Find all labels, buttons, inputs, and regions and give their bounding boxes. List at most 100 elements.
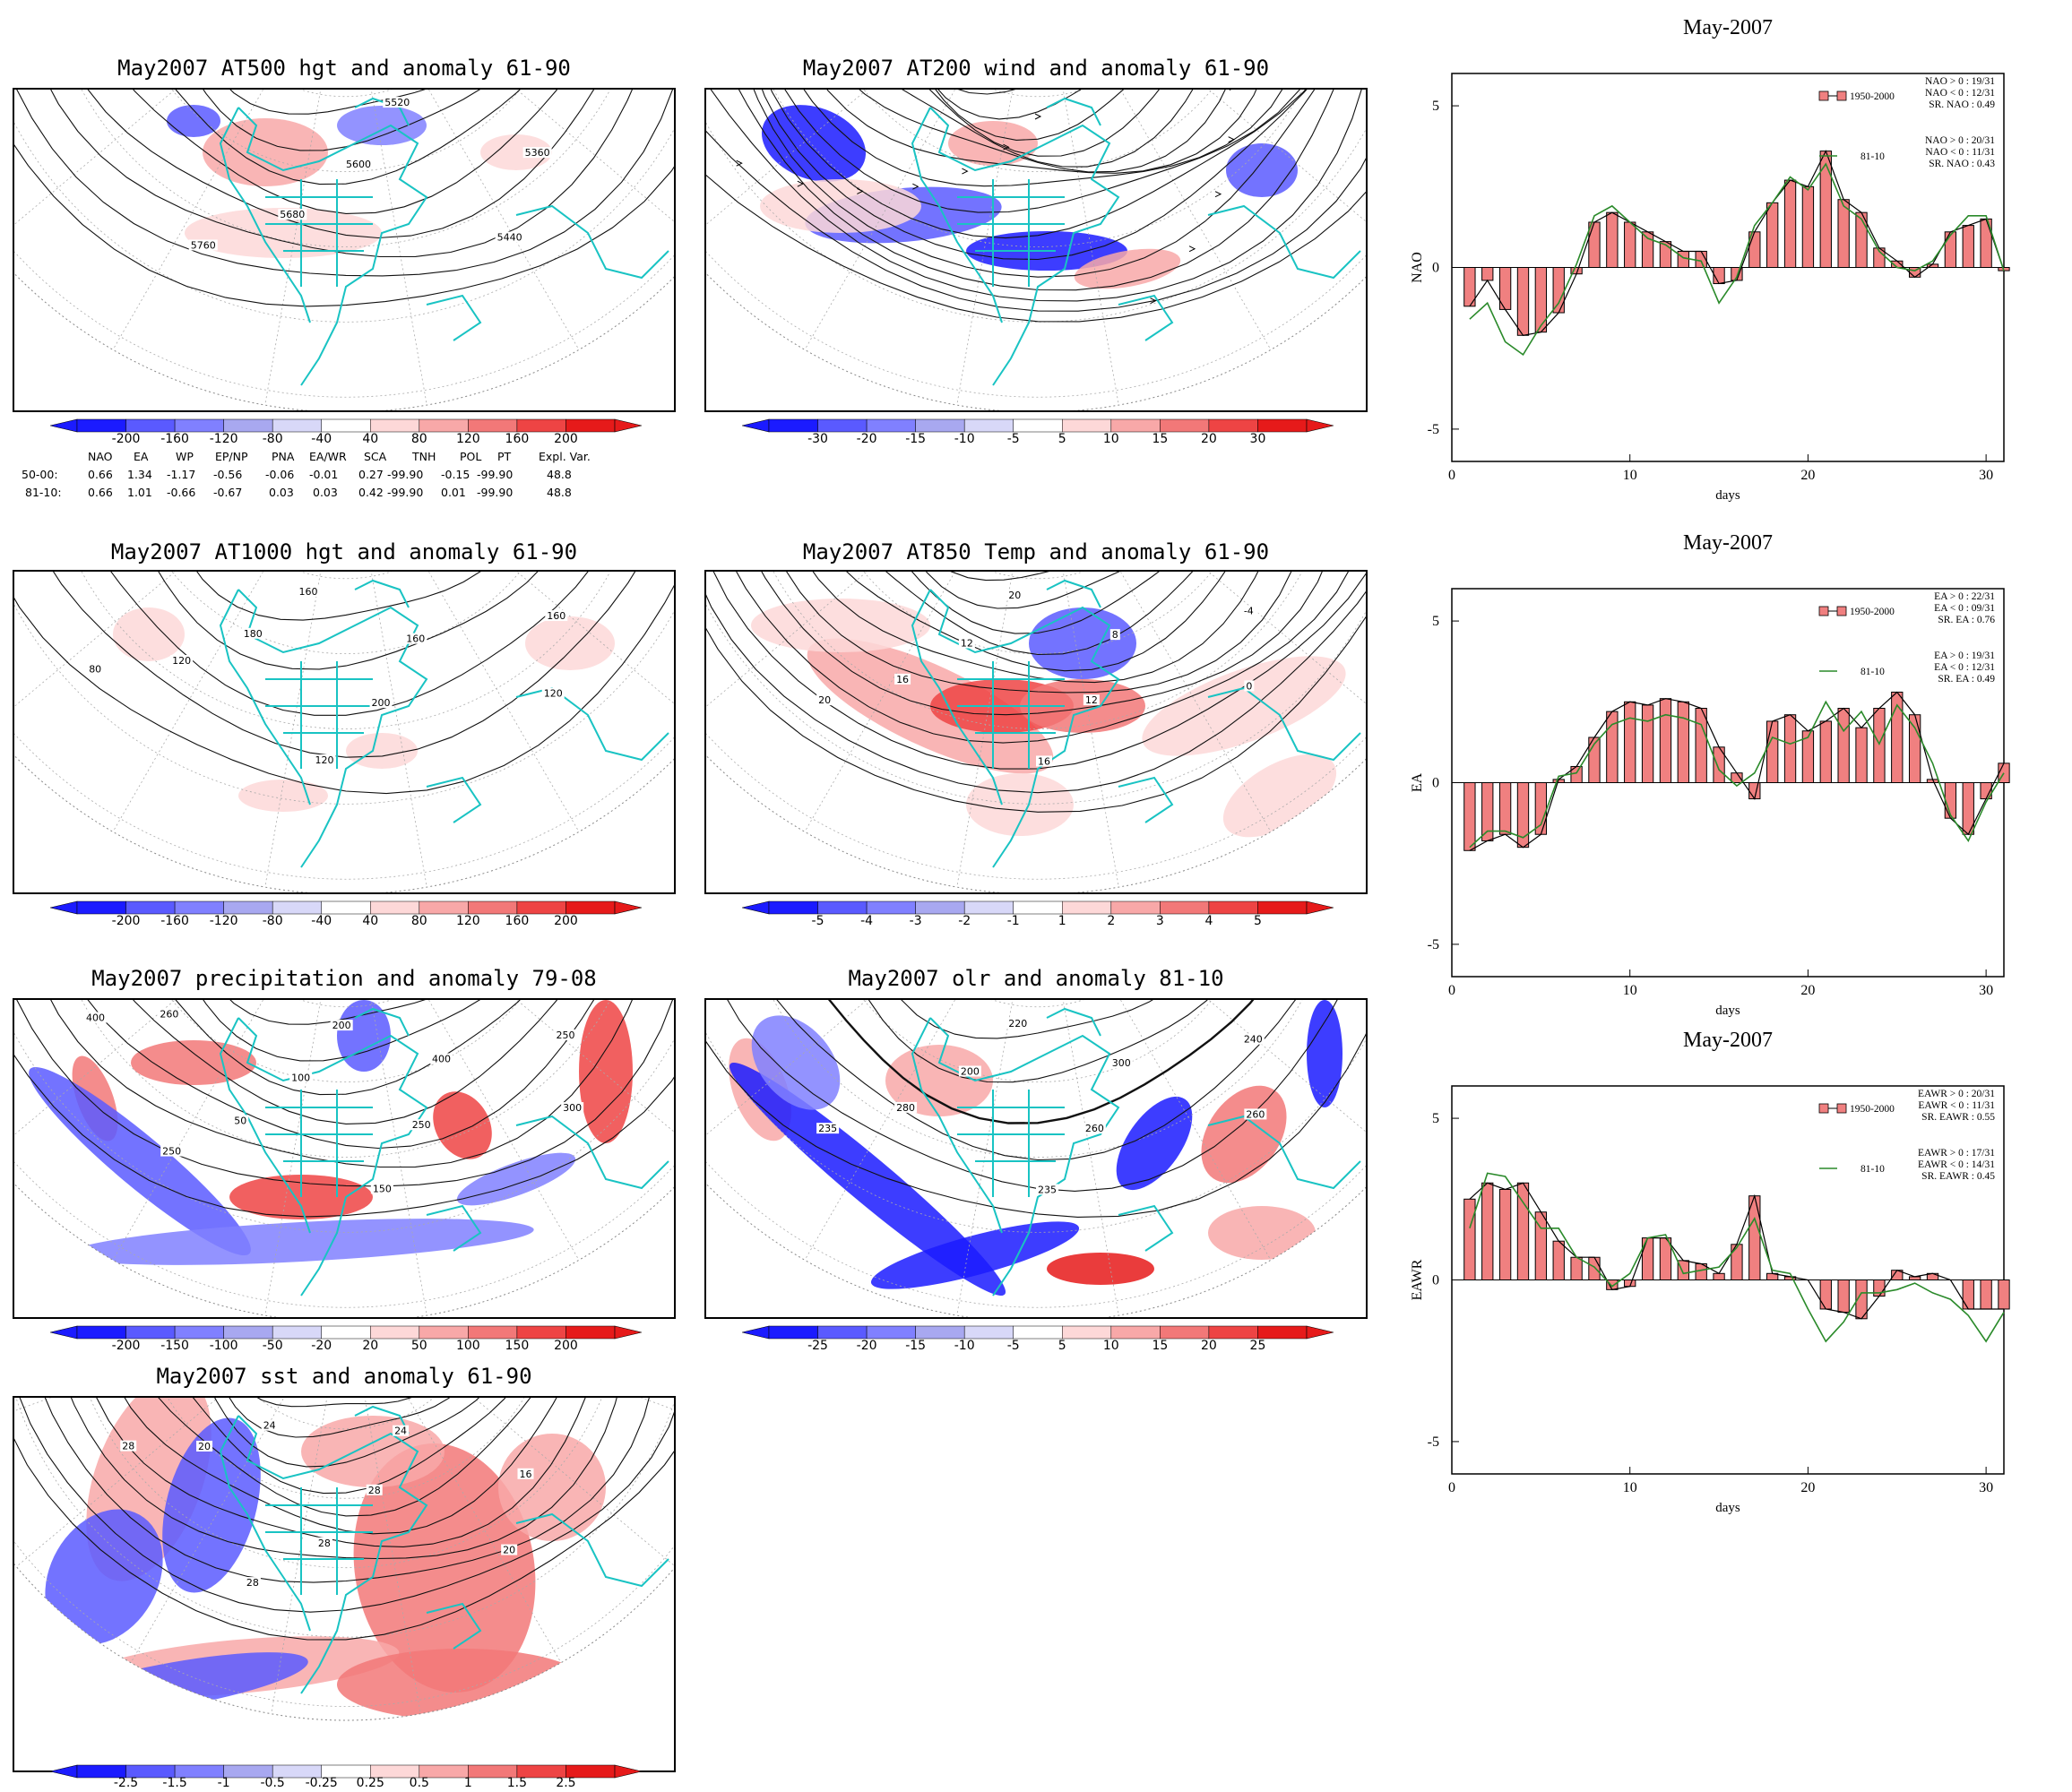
contour-label-bg bbox=[894, 1101, 918, 1113]
cbar-segment bbox=[565, 418, 616, 433]
colorbar-1000hgt-labels: -200 -160 -120 -80 -40 40 80 120 160 200 bbox=[50, 914, 642, 930]
anomaly-shading bbox=[131, 1040, 256, 1085]
legend-bar-swatch bbox=[1836, 1103, 1847, 1114]
teleconnection-index-table: NAO EA WP EP/NP PNA EA/WR SCA TNH POL PT… bbox=[13, 450, 676, 504]
contour-line bbox=[737, 90, 1366, 261]
contour-line bbox=[14, 1000, 674, 1187]
idx-row2-pol: 0.01 bbox=[441, 486, 466, 499]
longitude-line bbox=[804, 90, 1039, 350]
cbar-segment bbox=[272, 1325, 322, 1340]
legend-bar-swatch bbox=[1818, 1103, 1829, 1114]
contour-line bbox=[748, 90, 1357, 239]
contour-line bbox=[730, 1000, 1342, 1161]
contour-line bbox=[855, 90, 1224, 141]
coastline bbox=[237, 1017, 428, 1297]
contour-line bbox=[75, 90, 613, 214]
contour-label: 0 bbox=[1246, 680, 1252, 692]
cbar-segment bbox=[565, 1325, 616, 1340]
contour-label-bg bbox=[366, 1484, 383, 1495]
line-series bbox=[1469, 700, 2005, 849]
bar bbox=[1570, 1256, 1583, 1281]
contour-line bbox=[788, 572, 1282, 672]
cbar-tick-label: -160 bbox=[160, 432, 189, 446]
idx-row2-sca: 0.42 bbox=[358, 486, 384, 499]
ts-title: May-2007 bbox=[1683, 531, 1773, 555]
y-tick-label: -5 bbox=[1428, 937, 1439, 952]
idx-row1-eawr: -0.01 bbox=[309, 468, 339, 481]
y-tick-label: 5 bbox=[1432, 99, 1439, 114]
streamline-arrow bbox=[912, 183, 919, 190]
cbar-segment bbox=[866, 418, 916, 433]
bar bbox=[1713, 1272, 1725, 1280]
legend-bar-stat: NAO < 0 : 12/31 bbox=[1925, 88, 1995, 99]
contour-label-bg bbox=[369, 697, 393, 709]
map-500hgt-svg: 5360 5440 5520 5600 5680 5760 bbox=[14, 90, 674, 410]
line-series bbox=[1469, 162, 2005, 357]
idx-row1-sca: 0.27 bbox=[358, 468, 384, 481]
x-axis-label: days bbox=[1715, 1501, 1740, 1515]
x-tick-label: 0 bbox=[1448, 1480, 1455, 1495]
colorbar-olr bbox=[742, 1325, 1334, 1340]
longitude-line bbox=[804, 572, 1039, 832]
idx-row2-nao: 0.66 bbox=[88, 486, 113, 499]
contour-label: 20 bbox=[1008, 590, 1021, 601]
idx-row2-ea: 1.01 bbox=[127, 486, 152, 499]
coastline bbox=[237, 1415, 428, 1694]
bar bbox=[1962, 1279, 1974, 1310]
cbar-tick-label: 1 bbox=[1058, 914, 1066, 928]
longitude-line bbox=[1037, 90, 1119, 406]
cbar-tick-label: -80 bbox=[262, 432, 283, 446]
contour-label: 180 bbox=[244, 628, 263, 640]
anomaly-shading bbox=[1074, 248, 1181, 289]
legend-line-stat: EAWR > 0 : 17/31 bbox=[1918, 1148, 1995, 1159]
cbar-segment bbox=[1013, 900, 1063, 915]
streamline-arrow bbox=[1214, 191, 1222, 198]
contour-label: 160 bbox=[547, 610, 565, 622]
coastline bbox=[1118, 776, 1174, 823]
bar bbox=[1481, 267, 1494, 281]
contour-label: 16 bbox=[896, 674, 909, 685]
cbar-segment bbox=[370, 1325, 420, 1340]
contour-label: 12 bbox=[961, 638, 973, 650]
cbar-tick-label: 50 bbox=[410, 1339, 427, 1353]
x-tick-label: 20 bbox=[1800, 983, 1815, 998]
anomaly-shading bbox=[1142, 656, 1346, 756]
cbar-segment bbox=[1110, 418, 1161, 433]
cbar-tick-label: 1.5 bbox=[506, 1776, 528, 1790]
longitude-line bbox=[345, 572, 427, 888]
cbar-segment bbox=[1062, 1325, 1112, 1340]
cbar-tick-label: -1.5 bbox=[162, 1776, 187, 1790]
coastline bbox=[911, 107, 1003, 323]
contour-label-bg bbox=[330, 1020, 353, 1031]
map-850temp: -4 0 8 12 16 20 12 16 20 bbox=[704, 570, 1368, 894]
contour-line bbox=[706, 90, 1366, 302]
streamline-arrow bbox=[1150, 297, 1157, 305]
cbar-tick-label: 2 bbox=[1107, 914, 1116, 928]
cbar-segment bbox=[866, 1325, 916, 1340]
anomaly-shading bbox=[948, 121, 1038, 166]
contour-label-bg bbox=[958, 637, 975, 649]
cbar-tick-label: -120 bbox=[209, 914, 238, 928]
bar bbox=[1606, 711, 1619, 783]
contour-line bbox=[197, 1398, 507, 1438]
map-sst: 16 20 24 28 28 28 24 20 28 bbox=[13, 1396, 676, 1772]
cbar-tick-label: 0.5 bbox=[409, 1776, 429, 1790]
y-tick-label: 0 bbox=[1432, 1273, 1439, 1288]
legend-bar-stat: NAO > 0 : 19/31 bbox=[1925, 76, 1995, 87]
contour-label-bg bbox=[196, 1440, 213, 1452]
contour-line bbox=[712, 90, 1366, 278]
line-series bbox=[1469, 1172, 2005, 1343]
idx-row2-label: 81-10: bbox=[25, 486, 62, 499]
latitude-circle bbox=[14, 90, 674, 398]
idx-row1-explvar: 48.8 bbox=[547, 468, 572, 481]
anomaly-shading bbox=[1208, 1206, 1316, 1260]
longitude-line bbox=[1037, 572, 1119, 888]
cbar-tick-label: -200 bbox=[111, 1339, 141, 1353]
contour-label-bg bbox=[170, 655, 194, 667]
cbar-tick-label: -25 bbox=[807, 1339, 828, 1353]
contour-label: 160 bbox=[299, 586, 318, 598]
bar bbox=[1873, 708, 1886, 783]
longitude-line bbox=[112, 90, 347, 350]
contour-label: 150 bbox=[373, 1183, 392, 1194]
